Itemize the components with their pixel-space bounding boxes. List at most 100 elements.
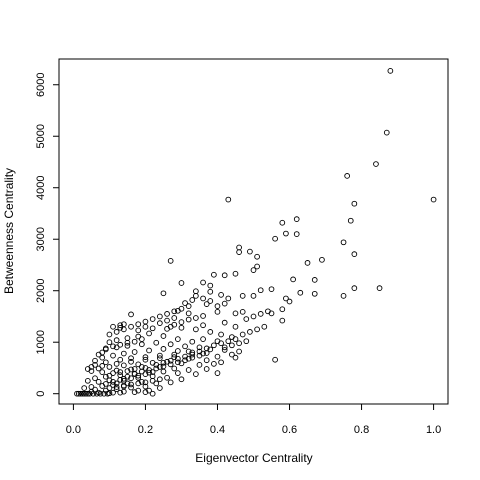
data-point <box>113 329 120 335</box>
data-point <box>351 285 358 291</box>
data-point <box>185 310 192 317</box>
data-point <box>157 313 163 320</box>
data-point <box>272 356 278 363</box>
data-point <box>86 390 93 397</box>
data-point <box>200 313 206 319</box>
data-point <box>102 359 109 366</box>
data-point <box>120 350 127 357</box>
data-point <box>185 303 192 310</box>
data-point <box>142 356 149 363</box>
data-point <box>311 277 318 283</box>
data-point <box>279 219 286 226</box>
data-point <box>142 323 149 330</box>
data-point <box>229 342 235 349</box>
data-point <box>175 348 181 354</box>
data-point <box>99 363 106 369</box>
data-point <box>146 387 152 394</box>
data-point <box>207 329 214 335</box>
data-point <box>171 351 178 358</box>
data-point <box>117 324 124 331</box>
x-axis-title: Eigenvector Centrality <box>195 451 312 465</box>
data-point <box>153 365 160 372</box>
plot-frame <box>58 58 449 405</box>
data-point <box>142 383 149 390</box>
data-point <box>93 390 100 397</box>
data-point <box>160 363 167 370</box>
data-point <box>99 369 106 375</box>
data-point <box>268 286 275 293</box>
data-point <box>164 317 170 324</box>
y-tick-label: 0 <box>35 391 47 397</box>
data-point <box>164 325 170 332</box>
data-point <box>97 390 104 397</box>
data-point <box>214 353 221 360</box>
data-point <box>120 362 127 369</box>
y-tick-label: 5000 <box>35 124 47 148</box>
data-point <box>160 290 167 297</box>
data-point <box>193 288 199 295</box>
data-point <box>135 387 142 394</box>
data-point <box>373 161 379 167</box>
data-point <box>160 368 167 375</box>
data-point <box>283 295 289 302</box>
data-point <box>171 308 178 315</box>
data-point <box>200 279 206 286</box>
data-point <box>207 288 214 295</box>
data-point <box>138 368 145 375</box>
data-point <box>138 336 145 342</box>
data-point <box>207 282 214 289</box>
data-point <box>232 354 239 361</box>
data-point <box>221 347 228 353</box>
data-point <box>157 376 163 383</box>
data-point <box>102 373 109 380</box>
data-point <box>124 373 131 380</box>
data-point <box>250 293 257 299</box>
data-point <box>110 389 116 396</box>
data-point <box>261 323 268 330</box>
data-point <box>79 390 86 397</box>
data-point <box>283 230 289 237</box>
y-axis: 0 1000 2000 3000 4000 5000 6000 <box>35 73 60 397</box>
data-points <box>74 67 437 397</box>
data-point <box>182 357 188 364</box>
data-point <box>211 360 217 367</box>
data-point <box>102 346 109 353</box>
x-tick-label: 0.4 <box>210 424 225 436</box>
data-point <box>167 258 174 264</box>
data-point <box>221 300 228 307</box>
data-point <box>171 365 178 372</box>
data-point <box>193 293 199 299</box>
data-point <box>203 350 210 356</box>
data-point <box>131 338 138 345</box>
data-point <box>138 379 145 385</box>
data-point <box>117 356 124 363</box>
x-tick-label: 0.0 <box>66 424 81 436</box>
data-point <box>200 322 206 329</box>
data-point <box>157 385 163 391</box>
data-point <box>84 366 91 372</box>
data-point <box>77 390 84 397</box>
data-point <box>279 317 286 324</box>
data-point <box>175 336 181 342</box>
data-point <box>113 386 120 392</box>
data-point <box>236 244 242 251</box>
data-point <box>376 285 383 291</box>
data-point <box>175 359 181 366</box>
y-tick-label: 3000 <box>35 227 47 251</box>
data-point <box>178 376 185 383</box>
data-point <box>218 291 224 298</box>
data-point <box>178 305 185 312</box>
data-point <box>250 267 257 273</box>
data-point <box>430 196 437 203</box>
data-point <box>128 323 134 330</box>
data-point <box>175 370 181 376</box>
data-point <box>387 67 394 74</box>
data-point <box>157 352 163 359</box>
data-point <box>142 354 149 360</box>
data-point <box>110 343 116 350</box>
data-point <box>146 347 152 354</box>
data-point <box>128 384 134 391</box>
data-point <box>178 324 185 331</box>
data-point <box>128 355 134 362</box>
data-point <box>211 271 217 278</box>
